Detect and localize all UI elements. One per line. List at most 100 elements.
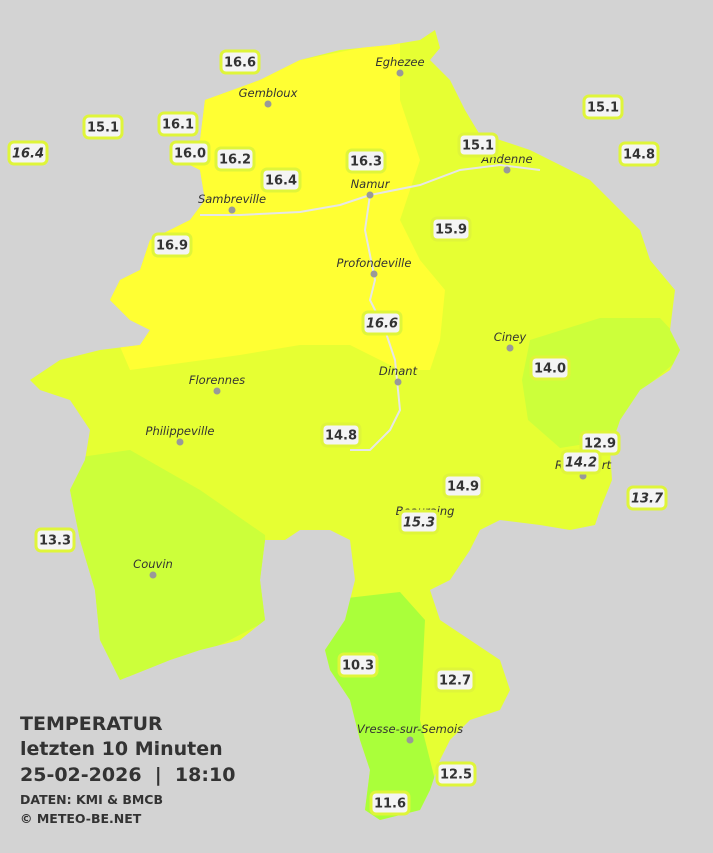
- station-value: 14.2: [565, 456, 597, 471]
- city-label: Namur: [351, 177, 391, 191]
- station-value: 12.5: [440, 768, 472, 783]
- city-dot: [394, 378, 402, 386]
- station: 11.6: [369, 790, 411, 816]
- station: 15.1: [457, 132, 499, 158]
- station-value: 14.9: [447, 480, 479, 495]
- city-dot: [370, 270, 378, 278]
- station-value: 16.6: [366, 317, 398, 332]
- station-value: 10.3: [342, 659, 374, 674]
- station-box: [345, 148, 387, 174]
- station-box: [169, 140, 211, 166]
- city-label: Ciney: [494, 330, 527, 344]
- city-label: Gembloux: [239, 86, 298, 100]
- station: 13.7: [626, 485, 668, 511]
- station-box: [369, 790, 411, 816]
- city-dot: [228, 206, 236, 214]
- station: 10.3: [337, 652, 379, 678]
- timestamp: 25-02-2026 | 18:10: [20, 764, 235, 786]
- station: 14.8: [320, 422, 362, 448]
- city-dot: [213, 387, 221, 395]
- station-box: [151, 232, 193, 258]
- city-dot: [506, 344, 514, 352]
- station-box: [337, 652, 379, 678]
- city-dot: [406, 736, 414, 744]
- source: DATEN: KMI & BMCB: [20, 792, 163, 807]
- city-label: Dinant: [379, 364, 418, 378]
- station-value: 16.9: [156, 239, 188, 254]
- station-value: 16.4: [12, 147, 44, 162]
- station-value: 15.9: [435, 223, 467, 238]
- city-dot: [264, 100, 272, 108]
- station-value: 16.1: [162, 118, 194, 133]
- station-box: [320, 422, 362, 448]
- station-box: [219, 49, 261, 75]
- city-label: Sambreville: [198, 192, 266, 206]
- station-box: [361, 310, 403, 336]
- station: 15.1: [82, 114, 124, 140]
- zone-cold: [320, 592, 440, 820]
- station-box: [7, 140, 49, 166]
- station: 16.4: [7, 140, 49, 166]
- station: 14.8: [618, 141, 660, 167]
- station: 16.0: [169, 140, 211, 166]
- city-label: Florennes: [189, 373, 245, 387]
- station-value: 13.3: [39, 534, 71, 549]
- station: 16.2: [214, 146, 256, 172]
- city-dot: [396, 69, 404, 77]
- river: [200, 194, 371, 216]
- period: letzten 10 Minuten: [20, 738, 223, 760]
- station: 15.9: [430, 216, 472, 242]
- rivers: [200, 163, 541, 451]
- city-label: Philippeville: [146, 424, 215, 438]
- station: 14.9: [442, 473, 484, 499]
- zone-cool: [522, 318, 680, 448]
- title: TEMPERATUR: [20, 713, 163, 735]
- city-dot: [366, 191, 374, 199]
- station-value: 15.1: [462, 139, 494, 154]
- station-box: [457, 132, 499, 158]
- station: 13.3: [34, 527, 76, 553]
- station-value: 15.1: [587, 101, 619, 116]
- station: 16.9: [151, 232, 193, 258]
- city-label: Vresse-sur-Semois: [357, 722, 463, 736]
- station-value: 15.1: [87, 121, 119, 136]
- station-value: 16.6: [224, 56, 256, 71]
- station-value: 16.0: [174, 147, 206, 162]
- city-label: Couvin: [133, 557, 173, 571]
- station-box: [442, 473, 484, 499]
- station-value: 15.3: [403, 516, 435, 531]
- station-box: [157, 111, 199, 137]
- station-value: 12.7: [439, 674, 471, 689]
- city-dot: [503, 166, 511, 174]
- station: 16.3: [345, 148, 387, 174]
- station-value: 11.6: [374, 797, 406, 812]
- station: 15.3: [398, 509, 440, 535]
- station-value: 12.9: [584, 437, 616, 452]
- station-box: [618, 141, 660, 167]
- station-box: [430, 216, 472, 242]
- station-box: [582, 94, 624, 120]
- station-value: 16.3: [350, 155, 382, 170]
- city-label: Profondeville: [337, 256, 412, 270]
- station-box: [34, 527, 76, 553]
- station-value: 16.4: [265, 174, 297, 189]
- station: 12.9: [579, 430, 621, 456]
- station-value: 14.8: [623, 148, 655, 163]
- station-box: [82, 114, 124, 140]
- station-box: [435, 761, 477, 787]
- river: [350, 194, 402, 451]
- city-label: Eghezee: [375, 55, 424, 69]
- copyright: © METEO-BE.NET: [20, 811, 142, 826]
- station: 12.5: [435, 761, 477, 787]
- station-box: [529, 355, 571, 381]
- station-value: 14.0: [534, 362, 566, 377]
- station-box: [560, 449, 602, 475]
- station: 14.2: [560, 449, 602, 475]
- station: 12.7: [434, 667, 476, 693]
- station-value: 13.7: [631, 492, 664, 507]
- station-box: [398, 509, 440, 535]
- station: 15.1: [582, 94, 624, 120]
- station-box: [214, 146, 256, 172]
- river: [369, 163, 541, 196]
